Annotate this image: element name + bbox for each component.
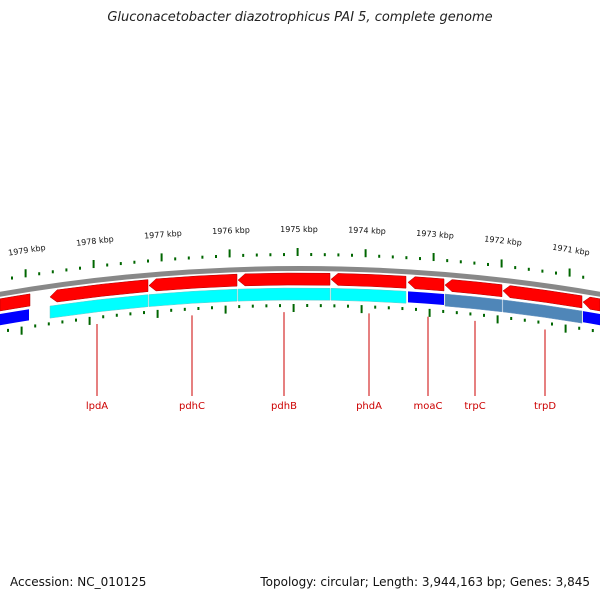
- accession-label: Accession: NC_010125: [10, 575, 147, 589]
- cds-feature-block: [444, 293, 503, 313]
- gene-label: trpC: [464, 401, 485, 412]
- backbone-track: [0, 266, 600, 297]
- gene-label: trpD: [534, 401, 556, 412]
- cds-feature-block: [502, 299, 583, 324]
- scale-label: 1974 kbp: [348, 226, 386, 236]
- forward-strand-track: [0, 272, 600, 312]
- cds-feature-block: [330, 288, 407, 304]
- gene-label: pdhB: [271, 401, 297, 412]
- gene-label: phdA: [356, 401, 382, 412]
- topology-label: Topology: circular; Length: 3,944,163 bp…: [260, 575, 590, 589]
- scale-label: 1975 kbp: [280, 225, 318, 234]
- forward-gene-arrow: [237, 272, 331, 287]
- inner-tick-marks: [7, 304, 594, 335]
- cds-feature-block: [148, 288, 238, 307]
- scale-label: 1977 kbp: [144, 229, 182, 241]
- reverse-strand-track: [0, 291, 600, 326]
- forward-gene-arrow: [148, 273, 238, 292]
- forward-gene-arrow: [0, 293, 31, 312]
- reverse-gene-block: [0, 309, 29, 326]
- forward-gene-arrow: [330, 273, 407, 289]
- gene-label: pdhC: [179, 401, 205, 412]
- outer-tick-marks: [11, 248, 585, 280]
- scale-label: 1973 kbp: [416, 229, 454, 241]
- reverse-gene-block: [408, 291, 444, 305]
- scale-label: 1972 kbp: [484, 234, 522, 247]
- forward-gene-arrow: [49, 279, 149, 303]
- forward-gene-arrow: [407, 276, 445, 292]
- feature-track: [49, 287, 583, 324]
- gene-label: moaC: [414, 401, 443, 412]
- forward-gene-arrow: [582, 296, 600, 312]
- scale-label: 1976 kbp: [212, 226, 250, 236]
- cds-feature-block: [49, 294, 149, 319]
- map-title: Gluconacetobacter diazotrophicus PAI 5, …: [107, 10, 493, 25]
- gene-label: lpdA: [86, 401, 108, 412]
- reverse-gene-block: [583, 311, 600, 326]
- cds-feature-block: [237, 287, 331, 302]
- forward-gene-arrow: [502, 285, 583, 309]
- backbone-arc: [0, 266, 600, 297]
- scale-label: 1978 kbp: [76, 235, 114, 248]
- scale-labels: 1979 kbp 1978 kbp 1977 kbp 1976 kbp 1975 kbp…: [8, 225, 591, 258]
- scale-label: 1979 kbp: [8, 243, 47, 258]
- gene-labels: lpdA pdhC pdhB phdA moaC trpC trpD: [86, 312, 556, 412]
- forward-gene-arrow: [444, 279, 503, 298]
- scale-label: 1971 kbp: [552, 243, 591, 258]
